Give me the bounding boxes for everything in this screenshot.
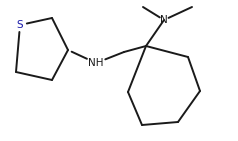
Text: S: S: [17, 20, 23, 30]
Text: NH: NH: [88, 58, 104, 68]
Text: N: N: [160, 15, 168, 25]
